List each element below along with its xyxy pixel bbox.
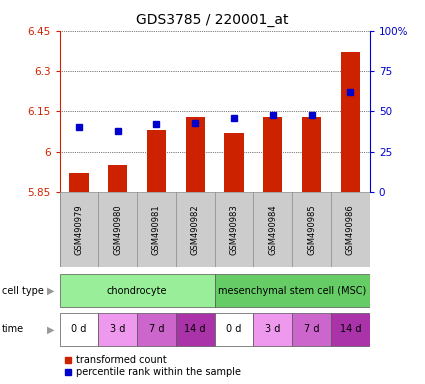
Text: GSM490980: GSM490980: [113, 204, 122, 255]
Bar: [108, 165, 128, 192]
Bar: [60, 275, 215, 307]
Bar: [263, 117, 283, 192]
Text: mesenchymal stem cell (MSC): mesenchymal stem cell (MSC): [218, 286, 366, 296]
Text: 14 d: 14 d: [184, 324, 206, 334]
Text: GSM490981: GSM490981: [152, 204, 161, 255]
Bar: [341, 52, 360, 192]
Bar: [253, 313, 292, 346]
Text: time: time: [2, 324, 24, 334]
Text: GSM490986: GSM490986: [346, 204, 355, 255]
Text: 3 d: 3 d: [265, 324, 280, 334]
Text: 7 d: 7 d: [304, 324, 319, 334]
Bar: [98, 313, 137, 346]
Bar: [292, 313, 331, 346]
Text: 0 d: 0 d: [227, 324, 242, 334]
Text: ▶: ▶: [47, 324, 55, 334]
Legend: transformed count, percentile rank within the sample: transformed count, percentile rank withi…: [64, 355, 241, 377]
Bar: [69, 173, 88, 192]
Text: cell type: cell type: [2, 286, 44, 296]
Text: GDS3785 / 220001_at: GDS3785 / 220001_at: [136, 13, 289, 27]
Text: GSM490983: GSM490983: [230, 204, 238, 255]
Bar: [302, 117, 321, 192]
Text: GSM490979: GSM490979: [74, 204, 83, 255]
Text: ▶: ▶: [47, 286, 55, 296]
Text: 0 d: 0 d: [71, 324, 87, 334]
Bar: [215, 313, 253, 346]
Text: GSM490984: GSM490984: [268, 204, 277, 255]
Text: chondrocyte: chondrocyte: [107, 286, 167, 296]
Text: GSM490982: GSM490982: [191, 204, 200, 255]
Bar: [215, 275, 370, 307]
Text: 3 d: 3 d: [110, 324, 125, 334]
Bar: [137, 313, 176, 346]
Text: 7 d: 7 d: [149, 324, 164, 334]
Bar: [60, 313, 98, 346]
Bar: [331, 313, 370, 346]
Bar: [176, 313, 215, 346]
Bar: [186, 117, 205, 192]
Bar: [224, 133, 244, 192]
Bar: [147, 130, 166, 192]
Text: 14 d: 14 d: [340, 324, 361, 334]
Text: GSM490985: GSM490985: [307, 204, 316, 255]
